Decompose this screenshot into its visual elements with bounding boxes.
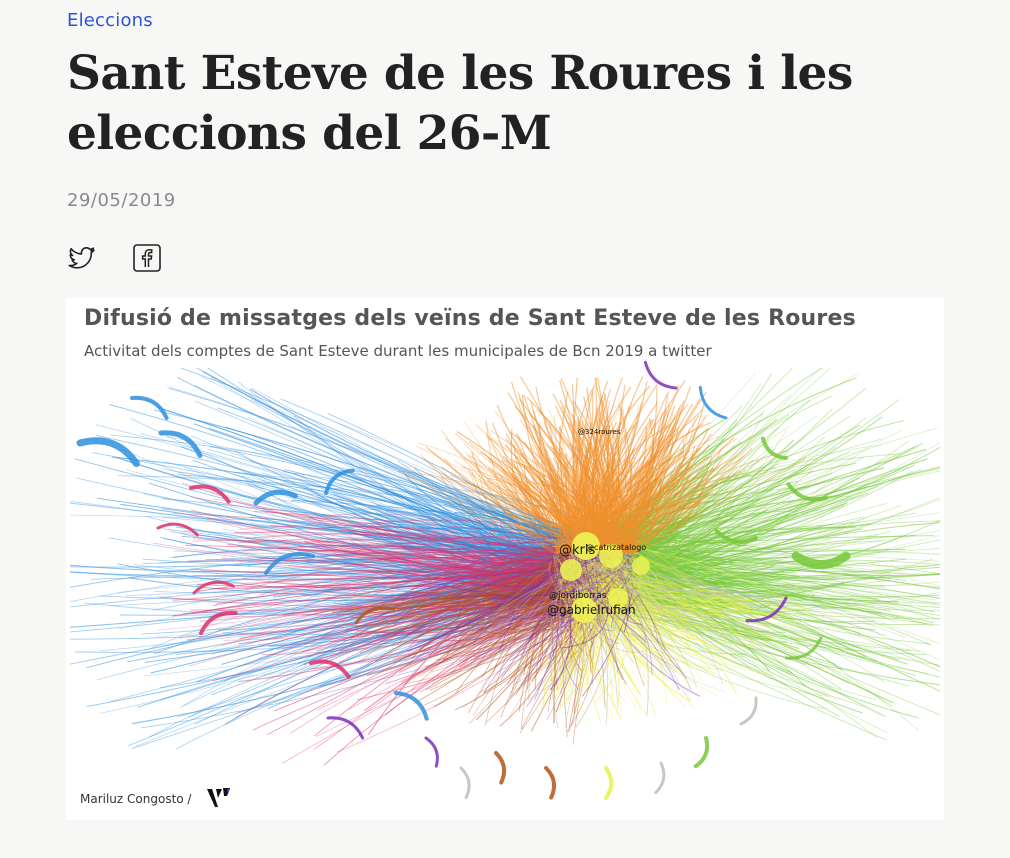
node-label-324roures: @324roures — [578, 428, 621, 436]
network-graph: @324roures @krls @catrizatalogo @jordibo… — [69, 360, 941, 800]
figure-subtitle: Activitat dels comptes de Sant Esteve du… — [84, 342, 712, 360]
network-hubs — [560, 532, 650, 623]
figure-credit: Mariluz Congosto / — [80, 792, 192, 806]
facebook-icon — [133, 244, 161, 272]
facebook-share-button[interactable] — [132, 243, 162, 273]
article-title: Sant Esteve de les Roures i les eleccion… — [67, 46, 853, 161]
node-label-jordiborras: @jordiborras — [549, 591, 607, 601]
node-label-krls: @krls — [559, 543, 595, 558]
article-date: 29/05/2019 — [67, 190, 176, 211]
twitter-icon — [68, 247, 95, 269]
figure-title: Difusió de missatges dels veïns de Sant … — [84, 306, 856, 331]
network-arcs — [76, 360, 851, 800]
node-label-catrizatalogo: @catrizatalogo — [586, 543, 646, 552]
category-link[interactable]: Eleccions — [67, 10, 153, 31]
vilaweb-logo — [207, 788, 230, 807]
network-figure: @324roures @krls @catrizatalogo @jordibo… — [66, 298, 944, 820]
twitter-share-button[interactable] — [67, 243, 97, 273]
node-label-gabrielrufian: @gabrielrufian — [547, 603, 636, 617]
